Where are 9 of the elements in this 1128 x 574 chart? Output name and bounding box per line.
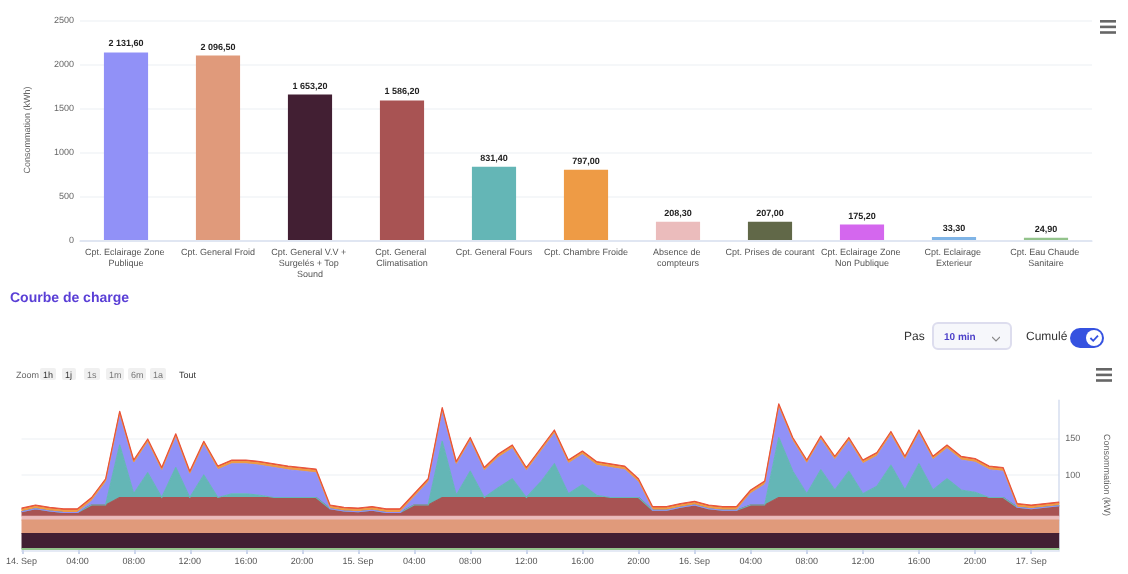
bar — [839, 224, 885, 240]
bar — [471, 166, 517, 240]
bar — [103, 52, 149, 240]
bar — [655, 221, 701, 240]
bar — [287, 94, 333, 240]
bar — [563, 169, 609, 240]
bar — [747, 221, 793, 240]
bar — [195, 55, 241, 240]
bar — [379, 100, 425, 240]
